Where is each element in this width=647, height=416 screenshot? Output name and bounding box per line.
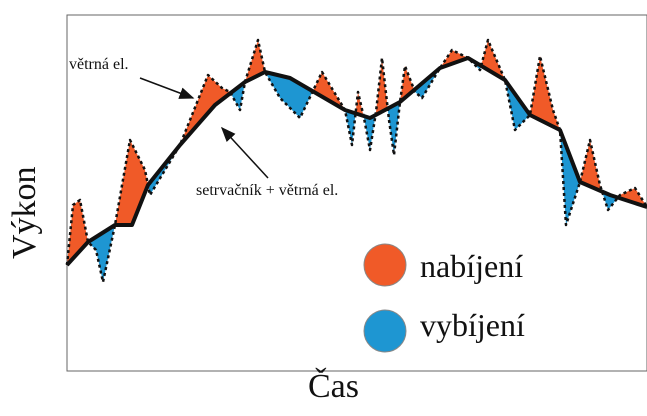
y-axis-label: Výkon [6,166,44,259]
charge-discharge-fills [68,40,647,282]
flywheel-annotation-label: setrvačník + větrná el. [196,182,338,200]
legend-charge-label: nabíjení [420,248,523,285]
legend-discharge-label: vybíjení [420,307,525,344]
x-axis-label: Čas [308,368,359,406]
legend-charge-swatch [364,244,406,286]
flywheel-annotation-arrow [222,128,268,178]
wind-power-line [67,40,647,282]
flywheel-smoothed-line [67,58,647,265]
plot-frame [67,15,647,371]
wind-annotation-arrow [140,78,193,98]
charge-region [116,140,149,225]
legend-discharge-swatch [364,310,406,352]
wind-annotation-label: větrná el. [69,56,129,74]
